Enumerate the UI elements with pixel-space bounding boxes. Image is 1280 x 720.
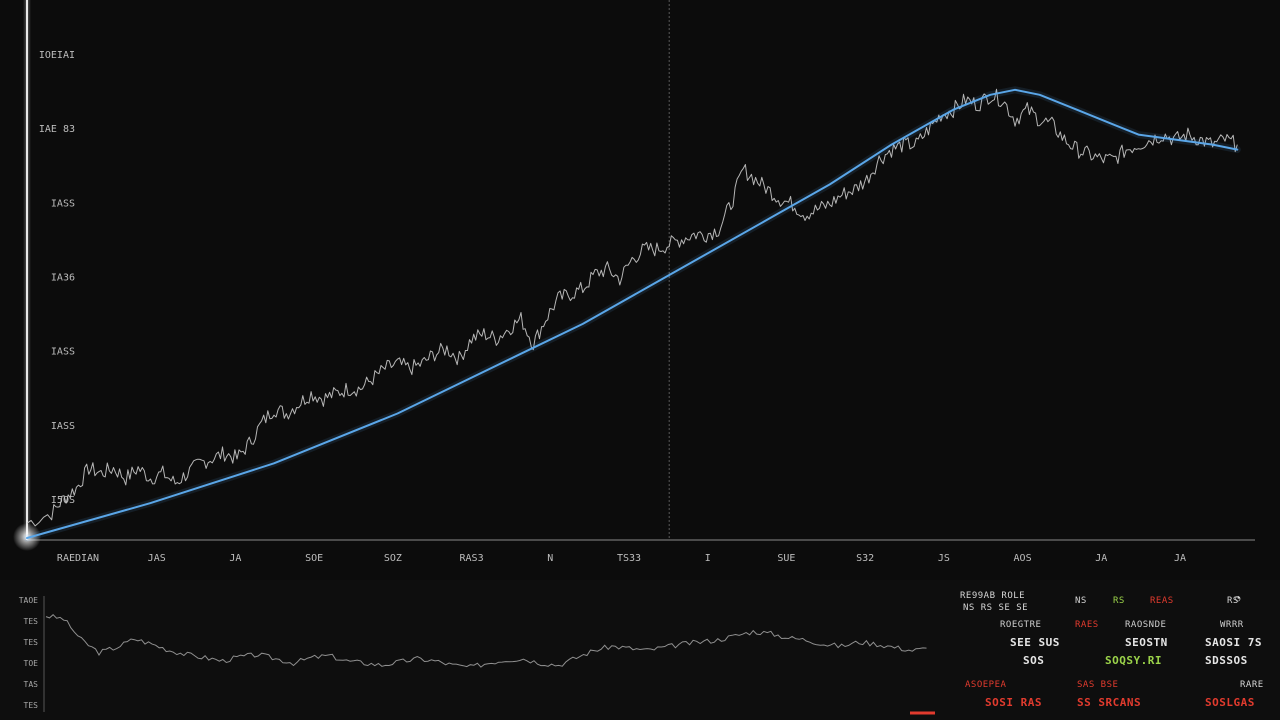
mini-chart-background	[0, 580, 950, 720]
main-series-group	[23, 86, 1241, 542]
stats-r2-c2: SEOSTN	[1125, 636, 1168, 649]
x-tick-label: SOZ	[384, 553, 402, 564]
mini-y-tick-label: TES	[24, 701, 39, 710]
stats-header-item-3: REAS	[1150, 596, 1174, 606]
stats-header-sub: NS RS SE SE	[963, 603, 1029, 613]
bottom-panel: TAOE TES TES TOE TAS TES RE99AB ROLE NS RS SE…	[0, 580, 1280, 720]
stats-r4-c3: RARE	[1240, 680, 1264, 690]
stats-header-item-2: RS	[1113, 596, 1125, 606]
stats-r3-c1: SOS	[1023, 654, 1045, 667]
x-tick-label: SOE	[305, 553, 323, 564]
x-tick-label: AOS	[1014, 553, 1032, 564]
stats-r4-c1: ASOEPEA	[965, 680, 1007, 690]
mini-series-group	[45, 614, 927, 668]
x-tick-label: JA	[1095, 553, 1107, 564]
y-tick-label: IASS	[51, 347, 75, 358]
price-series-line	[26, 88, 1238, 527]
stats-r5-c1: SOSI RAS	[985, 696, 1042, 709]
stats-r1-c2: RAES	[1075, 620, 1099, 630]
stats-r2-c3: SAOSI 7S	[1205, 636, 1262, 649]
x-tick-label: RAEDIAN	[57, 553, 99, 564]
y-tick-label: I5OS	[51, 495, 75, 506]
y-tick-labels: IOEIAI IAE 83 IASS IA36 IASS IASS I5OS	[39, 50, 75, 506]
mini-y-tick-label: TAOE	[19, 596, 38, 605]
stats-header-item-1: NS	[1075, 596, 1087, 606]
main-axes	[13, 0, 1255, 551]
mini-series-line	[45, 614, 927, 668]
stats-r3-c2: SOQSY.RI	[1105, 654, 1162, 667]
x-tick-label: S32	[856, 553, 874, 564]
mini-y-tick-label: TES	[24, 638, 39, 647]
y-tick-label: IA36	[51, 273, 75, 284]
stats-r1-c1: ROEGTRE	[1000, 620, 1042, 630]
x-tick-label: RAS3	[460, 553, 484, 564]
stats-r3-c3: SDSSOS	[1205, 654, 1248, 667]
x-tick-label: JA	[1174, 553, 1186, 564]
x-tick-label: N	[547, 553, 553, 564]
mini-y-tick-label: TES	[24, 617, 39, 626]
stats-r4-c2: SAS BSE	[1077, 680, 1119, 690]
stats-r1-c4: WRRR	[1220, 620, 1244, 630]
x-tick-label: JA	[229, 553, 241, 564]
x-tick-label: I	[705, 553, 711, 564]
stats-r2-c1: SEE SUS	[1010, 636, 1060, 649]
y-tick-label: IOEIAI	[39, 50, 75, 61]
x-tick-label: JS	[938, 553, 950, 564]
stats-header-icon: ◔	[1235, 594, 1241, 604]
x-tick-label: JAS	[148, 553, 166, 564]
stats-header-item-4: RS	[1227, 596, 1239, 606]
y-tick-label: IASS	[51, 421, 75, 432]
y-tick-label: IASS	[51, 198, 75, 209]
x-tick-label: SUE	[777, 553, 795, 564]
x-tick-labels: RAEDIAN JAS JA SOE SOZ RAS3 N TS33 I SUE S32 JS AOS J…	[57, 553, 1186, 564]
mini-y-tick-labels: TAOE TES TES TOE TAS TES	[19, 596, 38, 710]
mini-volume-chart: TAOE TES TES TOE TAS TES	[0, 580, 950, 720]
y-tick-label: IAE 83	[39, 124, 75, 135]
stats-panel: RE99AB ROLE NS RS SE SE NS RS REAS RS ◔ …	[955, 588, 1275, 716]
trend-line	[26, 88, 1239, 539]
stats-header-left: RE99AB ROLE	[960, 591, 1026, 601]
mini-y-tick-label: TOE	[24, 659, 39, 668]
x-tick-label: TS33	[617, 553, 641, 564]
stats-r5-c3: SOSLGAS	[1205, 696, 1255, 709]
stats-r1-c3: RAOSNDE	[1125, 620, 1167, 630]
mini-y-tick-label: TAS	[24, 680, 39, 689]
main-price-chart: IOEIAI IAE 83 IASS IA36 IASS IASS I5OS RAEDIAN…	[13, 0, 1255, 564]
stats-r5-c2: SS SRCANS	[1077, 696, 1142, 709]
